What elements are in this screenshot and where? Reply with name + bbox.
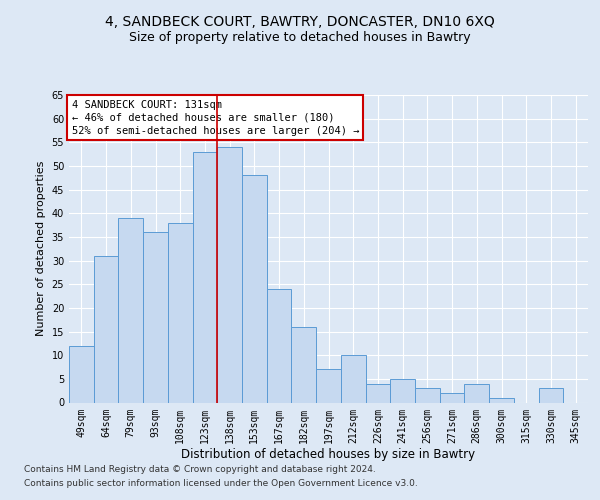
Bar — [365, 384, 390, 402]
Bar — [242, 176, 267, 402]
Bar — [390, 379, 415, 402]
Bar — [267, 289, 292, 403]
Text: Size of property relative to detached houses in Bawtry: Size of property relative to detached ho… — [129, 31, 471, 44]
Bar — [316, 370, 341, 402]
Bar — [539, 388, 563, 402]
Y-axis label: Number of detached properties: Number of detached properties — [36, 161, 46, 336]
Text: Contains HM Land Registry data © Crown copyright and database right 2024.: Contains HM Land Registry data © Crown c… — [24, 466, 376, 474]
Bar — [415, 388, 440, 402]
Bar — [464, 384, 489, 402]
Text: 4 SANDBECK COURT: 131sqm
← 46% of detached houses are smaller (180)
52% of semi-: 4 SANDBECK COURT: 131sqm ← 46% of detach… — [71, 100, 359, 136]
Text: Contains public sector information licensed under the Open Government Licence v3: Contains public sector information licen… — [24, 479, 418, 488]
Bar — [341, 355, 365, 403]
Bar — [168, 222, 193, 402]
X-axis label: Distribution of detached houses by size in Bawtry: Distribution of detached houses by size … — [181, 448, 476, 461]
Bar — [94, 256, 118, 402]
Bar — [193, 152, 217, 403]
Bar — [217, 147, 242, 403]
Text: 4, SANDBECK COURT, BAWTRY, DONCASTER, DN10 6XQ: 4, SANDBECK COURT, BAWTRY, DONCASTER, DN… — [105, 16, 495, 30]
Bar — [489, 398, 514, 402]
Bar — [69, 346, 94, 403]
Bar — [143, 232, 168, 402]
Bar — [118, 218, 143, 402]
Bar — [440, 393, 464, 402]
Bar — [292, 327, 316, 402]
